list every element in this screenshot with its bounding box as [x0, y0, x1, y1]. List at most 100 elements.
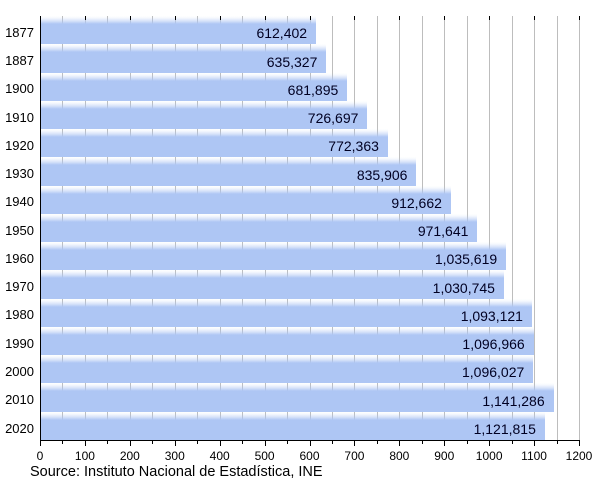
bottom-tick-100 — [84, 441, 86, 446]
x-tick-label-900: 900 — [434, 449, 455, 463]
bar-value-1930: 835,906 — [356, 166, 408, 183]
gridline-x-1200 — [579, 16, 580, 440]
bottom-tick-1200 — [579, 441, 580, 446]
year-label-1940: 1940 — [5, 194, 34, 210]
bottom-tick-550 — [287, 441, 289, 444]
bottom-tick-900 — [444, 441, 446, 446]
x-tick-label-1000: 1000 — [475, 449, 503, 463]
top-tick-300 — [174, 16, 176, 20]
x-tick-label-0: 0 — [36, 449, 44, 463]
bar-1980 — [41, 298, 532, 327]
year-label-1950: 1950 — [5, 222, 34, 238]
top-tick-500 — [264, 16, 266, 20]
bar-value-1970: 1,030,745 — [432, 279, 495, 296]
bottom-tick-1150 — [556, 441, 558, 444]
top-tick-200 — [129, 16, 131, 20]
bottom-tick-300 — [174, 441, 176, 446]
bar-value-1900: 681,895 — [287, 81, 339, 98]
bar-2020 — [41, 411, 545, 440]
bar-1930 — [41, 157, 417, 186]
bottom-tick-1000 — [489, 441, 491, 446]
bar-1900 — [41, 72, 348, 101]
bar-value-1887: 635,327 — [266, 53, 318, 70]
source-caption: Source: Instituto Nacional de Estadístic… — [30, 464, 323, 480]
gridline-x-1100 — [534, 16, 536, 440]
bar-2010 — [41, 383, 554, 412]
year-label-1920: 1920 — [5, 137, 34, 153]
gridline-x-1050 — [511, 16, 513, 440]
bar-1950 — [41, 213, 478, 243]
bar-1990 — [41, 326, 534, 356]
bar-value-1920: 772,363 — [328, 138, 379, 155]
bottom-tick-950 — [466, 441, 468, 444]
top-tick-700 — [354, 16, 356, 20]
year-label-1877: 1877 — [5, 24, 34, 40]
year-label-1970: 1970 — [5, 279, 34, 295]
bar-value-1910: 726,697 — [307, 110, 359, 127]
top-tick-900 — [444, 16, 446, 20]
top-tick-400 — [219, 16, 221, 20]
x-tick-label-600: 600 — [299, 449, 320, 463]
bottom-tick-1100 — [534, 441, 536, 446]
x-tick-label-1200: 1200 — [565, 449, 593, 463]
bar-1910 — [41, 100, 368, 130]
bar-1877 — [41, 16, 317, 45]
bar-1940 — [41, 185, 451, 214]
bar-1960 — [41, 242, 507, 271]
bottom-tick-500 — [264, 441, 266, 446]
year-label-1910: 1910 — [5, 109, 34, 125]
bottom-tick-600 — [309, 441, 311, 446]
y-axis-line — [40, 16, 41, 441]
year-label-1980: 1980 — [5, 307, 34, 323]
year-label-1960: 1960 — [5, 250, 34, 266]
bar-value-2020: 1,121,815 — [473, 421, 536, 437]
gridline-x-1000 — [489, 16, 491, 440]
bottom-tick-800 — [399, 441, 401, 446]
year-label-2010: 2010 — [5, 392, 34, 408]
x-tick-label-100: 100 — [74, 449, 95, 463]
bottom-tick-650 — [331, 441, 333, 444]
x-tick-label-800: 800 — [389, 449, 410, 463]
bar-value-1960: 1,035,619 — [434, 251, 498, 268]
gridline-x-1150 — [556, 16, 558, 440]
bottom-tick-350 — [197, 441, 199, 444]
bottom-tick-450 — [242, 441, 244, 444]
bottom-tick-400 — [219, 441, 221, 446]
bottom-tick-850 — [421, 441, 423, 444]
year-label-1900: 1900 — [5, 81, 34, 97]
top-tick-100 — [84, 16, 86, 20]
top-tick-1000 — [489, 16, 491, 20]
bottom-tick-150 — [107, 441, 109, 444]
x-tick-label-500: 500 — [254, 449, 275, 463]
bar-2000 — [41, 355, 534, 384]
top-tick-1100 — [534, 16, 536, 20]
x-tick-label-700: 700 — [344, 449, 365, 463]
year-label-2000: 2000 — [5, 363, 34, 379]
bar-1920 — [41, 129, 388, 158]
x-tick-label-1100: 1100 — [521, 449, 547, 463]
bar-value-2010: 1,141,286 — [482, 392, 545, 409]
top-tick-600 — [309, 16, 311, 20]
bottom-tick-1050 — [511, 441, 513, 444]
bottom-tick-200 — [129, 441, 131, 446]
bar-value-2000: 1,096,027 — [462, 364, 525, 381]
year-label-1887: 1887 — [5, 53, 34, 69]
year-label-1930: 1930 — [5, 166, 34, 182]
bottom-tick-50 — [62, 441, 64, 444]
bottom-tick-700 — [354, 441, 356, 446]
bottom-tick-750 — [376, 441, 378, 444]
x-tick-label-300: 300 — [164, 449, 185, 463]
top-tick-1200 — [579, 16, 580, 20]
bar-value-1990: 1,096,966 — [462, 336, 525, 353]
year-label-2020: 2020 — [5, 420, 34, 436]
bar-value-1950: 971,641 — [417, 223, 469, 240]
bottom-tick-0 — [40, 441, 41, 446]
bar-value-1940: 912,662 — [391, 194, 442, 211]
x-tick-label-400: 400 — [209, 449, 230, 463]
bar-value-1980: 1,093,121 — [460, 307, 523, 324]
x-tick-label-200: 200 — [119, 449, 140, 463]
bottom-tick-250 — [152, 441, 154, 444]
bar-1887 — [41, 44, 327, 73]
top-tick-800 — [399, 16, 401, 20]
